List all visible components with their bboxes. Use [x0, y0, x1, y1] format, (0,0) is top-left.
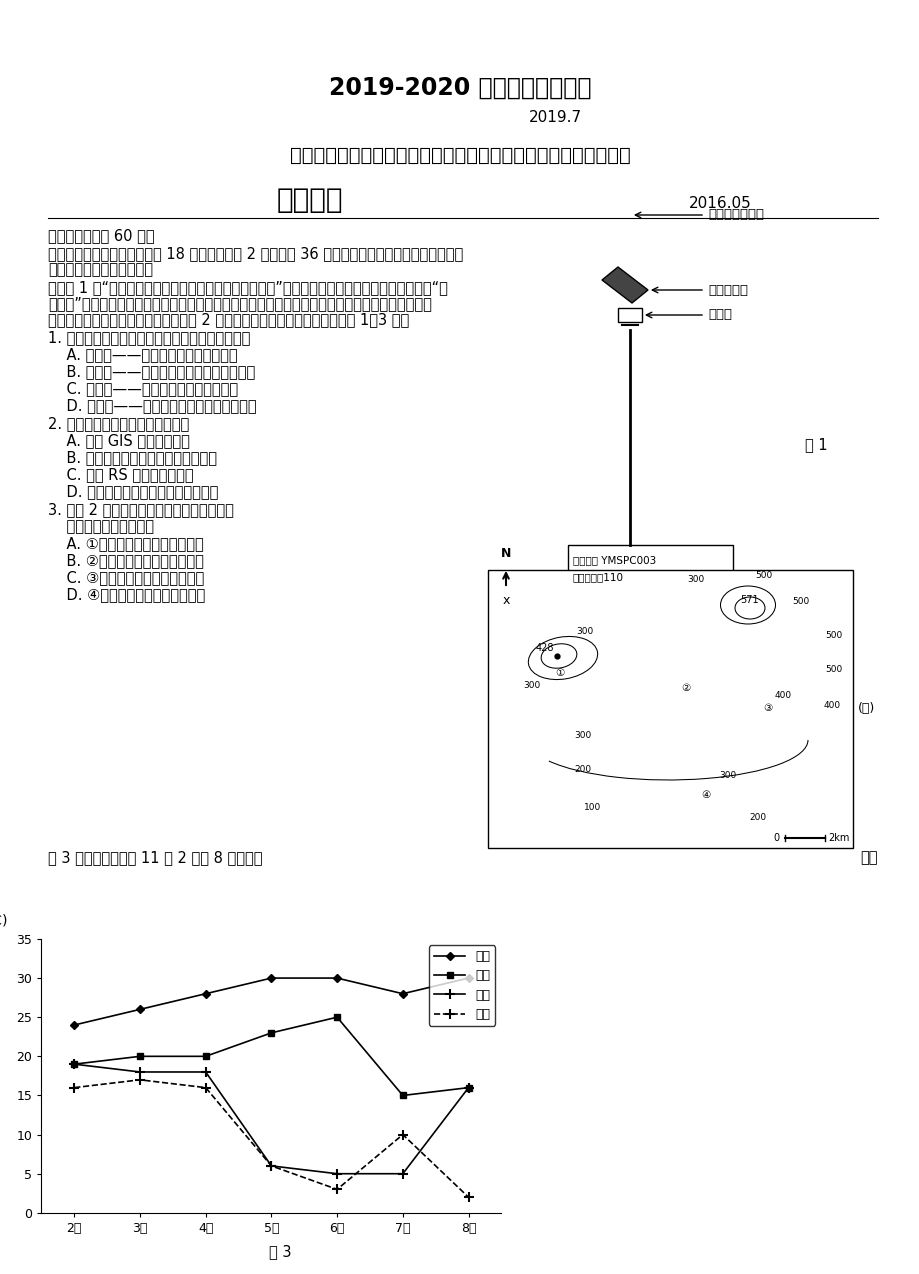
- Text: 100: 100: [584, 804, 601, 813]
- Bar: [487, 569, 852, 848]
- 北京: [462, 1080, 473, 1096]
- 广州: [397, 986, 408, 1001]
- Text: A. 春分日——先朝东，后朝南，再朝西: A. 春分日——先朝东，后朝南，再朝西: [48, 348, 237, 363]
- Text: 位置和作用匹配正确是: 位置和作用匹配正确是: [48, 520, 153, 535]
- Text: 2km: 2km: [827, 833, 848, 843]
- 沈阳: [397, 1127, 408, 1143]
- 沈阳: [134, 1073, 145, 1088]
- Text: 0: 0: [773, 833, 779, 843]
- 沈阳: [331, 1182, 342, 1198]
- Text: 400: 400: [823, 701, 840, 710]
- 广州: [266, 971, 277, 986]
- Line: 沈阳: 沈阳: [69, 1075, 473, 1203]
- Text: D. 冬至日——先朝东北，后朝北，再朝西北: D. 冬至日——先朝东北，后朝北，再朝西北: [48, 399, 256, 414]
- Text: 一、选择题（共 60 分）: 一、选择题（共 60 分）: [48, 228, 154, 243]
- Text: ①: ①: [555, 668, 564, 678]
- 南京: [69, 1056, 80, 1071]
- Text: 图 3 是我国部分城市 11 月 2 日至 8 日的最高: 图 3 是我国部分城市 11 月 2 日至 8 日的最高: [48, 851, 262, 865]
- Text: 图 1: 图 1: [804, 437, 827, 452]
- 广州: [69, 1018, 80, 1033]
- 北京: [331, 1166, 342, 1181]
- Bar: [567, 545, 732, 595]
- 北京: [200, 1064, 211, 1079]
- Text: x: x: [502, 594, 509, 606]
- Text: (下): (下): [857, 702, 874, 716]
- Text: 400: 400: [774, 692, 790, 701]
- Text: 3. 在图 2 中的若干地点安装定位灯标，安装: 3. 在图 2 中的若干地点安装定位灯标，安装: [48, 502, 233, 517]
- Text: 定位编号 YMSPC003: 定位编号 YMSPC003: [573, 555, 655, 564]
- 北京: [134, 1064, 145, 1079]
- Text: ④: ④: [700, 790, 709, 800]
- Line: 南京: 南京: [71, 1014, 471, 1098]
- Text: 300: 300: [687, 576, 704, 585]
- Text: (℃): (℃): [0, 913, 8, 927]
- Text: 500: 500: [754, 571, 771, 580]
- Line: 北京: 北京: [69, 1059, 473, 1178]
- Text: 江苏省苏锡常镇四市高三教学情况调研（二）地理试卷（含答案）: 江苏省苏锡常镇四市高三教学情况调研（二）地理试卷（含答案）: [289, 145, 630, 164]
- 广州: [462, 971, 473, 986]
- 沈阳: [200, 1080, 211, 1096]
- 南京: [462, 1080, 473, 1096]
- Text: ②: ②: [681, 683, 690, 693]
- Text: 地灯塔”。图中太阳能光板与水平地面的夹角称为太阳能光板倾角，通过调整太阳能光板的朝向和倾: 地灯塔”。图中太阳能光板与水平地面的夹角称为太阳能光板倾角，通过调整太阳能光板的…: [48, 297, 431, 312]
- Text: C. 通过 RS 感知警示灯报警: C. 通过 RS 感知警示灯报警: [48, 468, 193, 483]
- 北京: [266, 1158, 277, 1173]
- Line: 广州: 广州: [71, 975, 471, 1028]
- Bar: [618, 308, 641, 322]
- Text: 300: 300: [573, 730, 591, 739]
- Text: 警示灯: 警示灯: [708, 308, 732, 321]
- Text: 500: 500: [825, 631, 842, 640]
- Text: N: N: [500, 547, 511, 561]
- Text: D. ④地，可为攀岩运动提供照明: D. ④地，可为攀岩运动提供照明: [48, 587, 205, 603]
- Text: 200: 200: [749, 814, 766, 823]
- 南京: [200, 1049, 211, 1064]
- Text: A. ①地，突发泥石流能及时报警: A. ①地，突发泥石流能及时报警: [48, 536, 203, 552]
- Text: 500: 500: [825, 665, 842, 674]
- Text: 2019.7: 2019.7: [528, 111, 581, 126]
- 广州: [200, 986, 211, 1001]
- 沈阳: [462, 1190, 473, 1205]
- Text: B. 太阳能蓄电池充电时受天气影响小: B. 太阳能蓄电池充电时受天气影响小: [48, 451, 217, 465]
- Text: B. 夏至日——先朝东南，后朝南，再朝西南: B. 夏至日——先朝东南，后朝南，再朝西南: [48, 364, 255, 380]
- Text: C. 秋分日——先朝东，后朝北，再朝西: C. 秋分日——先朝东，后朝北，再朝西: [48, 381, 238, 396]
- Text: 地　　理: 地 理: [277, 186, 343, 214]
- Text: 300: 300: [719, 771, 736, 780]
- Text: 200: 200: [573, 766, 591, 775]
- Text: 图 3: 图 3: [268, 1245, 291, 1260]
- Text: 300: 300: [575, 628, 593, 637]
- Text: 2016.05: 2016.05: [688, 196, 751, 211]
- 南京: [266, 1026, 277, 1041]
- 北京: [397, 1166, 408, 1181]
- 广州: [331, 971, 342, 986]
- Text: D. 太阳能光板倾角随纬度增大而增大: D. 太阳能光板倾角随纬度增大而增大: [48, 484, 218, 499]
- Text: 1. 一天中，该电站太阳能光板的朝向变化正确的是: 1. 一天中，该电站太阳能光板的朝向变化正确的是: [48, 330, 250, 345]
- Text: 2. 关于定位灯标的说法，正确的是: 2. 关于定位灯标的说法，正确的是: [48, 417, 189, 432]
- Text: 题。: 题。: [859, 851, 877, 865]
- Text: （一）单项选择题：本大题共 18 小题，每小题 2 分，共计 36 分。在每小题给出的四个选项中，只: （一）单项选择题：本大题共 18 小题，每小题 2 分，共计 36 分。在每小题…: [48, 246, 463, 261]
- Text: A. 利用 GIS 实现准确救援: A. 利用 GIS 实现准确救援: [48, 433, 189, 448]
- 沈阳: [266, 1158, 277, 1173]
- Text: 571: 571: [740, 595, 758, 605]
- 北京: [69, 1056, 80, 1071]
- 南京: [397, 1088, 408, 1103]
- Text: 有一项是符合题目要求的。: 有一项是符合题目要求的。: [48, 262, 153, 278]
- Text: 锂制热镀锌灯杆: 锂制热镀锌灯杆: [708, 209, 763, 222]
- 沈阳: [69, 1080, 80, 1096]
- Text: 图 1 为“云南某地野外应急救援太阳能辅助定位灯标”示意图，它是随着光照变化自动启动的“陆: 图 1 为“云南某地野外应急救援太阳能辅助定位灯标”示意图，它是随着光照变化自动…: [48, 280, 448, 296]
- Text: 300: 300: [522, 680, 539, 689]
- Text: 角，可以有效提高太阳能的利用率。图 2 为云南某地等高线地形图。读图回答 1～3 题。: 角，可以有效提高太阳能的利用率。图 2 为云南某地等高线地形图。读图回答 1～3…: [48, 312, 409, 327]
- Text: 500: 500: [791, 598, 809, 606]
- Text: 2019-2020 学年精品地理资料: 2019-2020 学年精品地理资料: [328, 76, 591, 99]
- 南京: [331, 1009, 342, 1024]
- 广州: [134, 1001, 145, 1017]
- Polygon shape: [601, 268, 647, 303]
- Text: 428: 428: [535, 643, 553, 654]
- Text: 数据由千：110: 数据由千：110: [573, 572, 623, 582]
- 南京: [134, 1049, 145, 1064]
- Legend: 广州, 南京, 北京, 沈阳: 广州, 南京, 北京, 沈阳: [428, 945, 494, 1026]
- Text: B. ②地，利于迣路游客寻求救助: B. ②地，利于迣路游客寻求救助: [48, 553, 204, 568]
- Text: C. ③地，方便救助人员滯源寻找: C. ③地，方便救助人员滯源寻找: [48, 571, 204, 586]
- Text: ③: ③: [763, 703, 772, 713]
- Text: 太阳能光板: 太阳能光板: [708, 284, 747, 297]
